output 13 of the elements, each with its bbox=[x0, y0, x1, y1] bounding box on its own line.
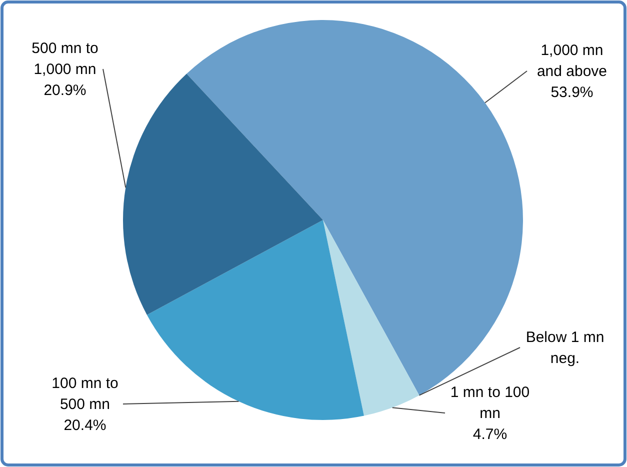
slice-label: 1,000 mn and above bbox=[536, 42, 608, 80]
data-label: 53.9% bbox=[550, 84, 594, 101]
slice-label: 1 mn to 100 mn bbox=[450, 384, 530, 422]
pie-slice bbox=[123, 74, 323, 315]
data-label: 20.4% bbox=[64, 417, 106, 434]
slice-label: 100 mn to 500 mn bbox=[52, 375, 118, 413]
pie-slice bbox=[146, 220, 364, 420]
pie-slice bbox=[323, 220, 420, 416]
data-label: 20.9% bbox=[44, 82, 86, 99]
slice-label: 500 mn to 1,000 mn bbox=[32, 40, 98, 78]
category-label: Below 1 mn bbox=[526, 329, 604, 346]
text: neg. bbox=[550, 350, 580, 367]
data-label: 4.7% bbox=[472, 426, 508, 443]
